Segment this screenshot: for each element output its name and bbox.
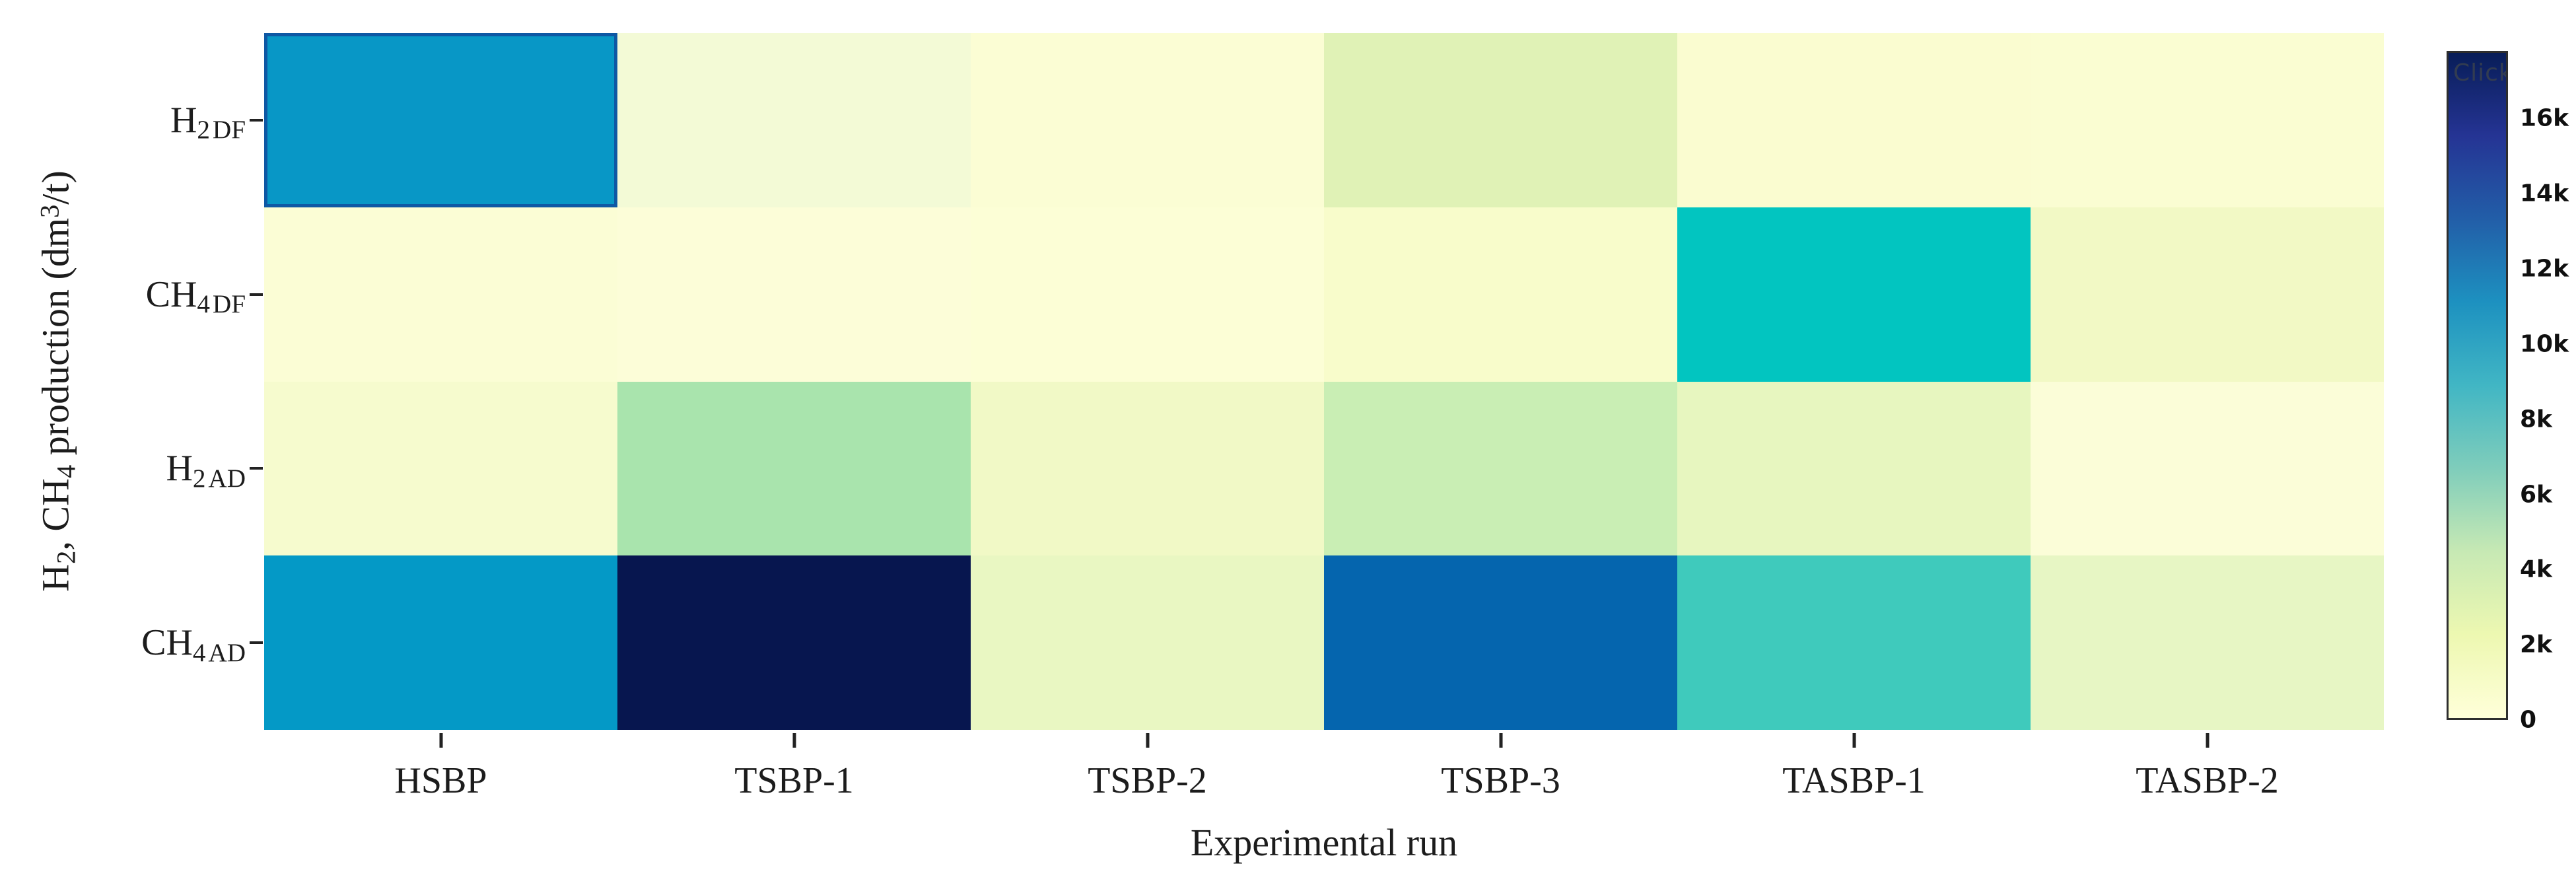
colorbar: Click	[2447, 51, 2508, 720]
colorbar-title-placeholder[interactable]: Click	[2453, 59, 2508, 87]
y-axis-title-part: H	[34, 563, 77, 592]
heatmap-cell-h2-df-tsbp-1[interactable]	[617, 33, 971, 207]
heatmap-cell-h2-df-tsbp-3[interactable]	[1324, 33, 1677, 207]
colorbar-tick-label-10k: 10k	[2520, 330, 2569, 358]
y-axis-title-part: /t)	[34, 170, 77, 205]
heatmap-cell-ch4-ad-tasbp-2[interactable]	[2031, 555, 2384, 730]
x-tick-mark	[792, 733, 796, 748]
x-tick-label-tasbp-2: TASBP-2	[2136, 760, 2279, 801]
y-tick-label-subscript: 2	[197, 116, 210, 145]
colorbar-tick-label-14k: 14k	[2520, 180, 2569, 207]
colorbar-tick-label-0: 0	[2520, 706, 2537, 734]
heatmap-cell-h2-df-tasbp-2[interactable]	[2031, 33, 2384, 207]
heatmap-cell-ch4-ad-hsbp[interactable]	[264, 555, 617, 730]
y-tick-label-h2-df: H2DF	[73, 99, 246, 145]
heatmap-cell-h2-ad-tsbp-2[interactable]	[971, 381, 1324, 556]
heatmap-cell-h2-df-hsbp[interactable]	[264, 33, 617, 207]
y-tick-label-phase-tag: DF	[212, 116, 246, 145]
heatmap-grid	[264, 33, 2384, 730]
heatmap-cell-h2-ad-tasbp-1[interactable]	[1677, 381, 2031, 556]
y-tick-label-subscript: 4	[197, 290, 210, 319]
heatmap-cell-ch4-df-tsbp-3[interactable]	[1324, 207, 1677, 382]
y-axis-title-part: , CH	[34, 478, 77, 551]
colorbar-tick-label-6k: 6k	[2520, 481, 2552, 509]
x-tick-label-tasbp-1: TASBP-1	[1782, 760, 1926, 801]
y-axis-title-subscript: 2	[51, 550, 81, 564]
y-tick-label-subscript: 4	[192, 638, 206, 667]
x-tick-mark	[1852, 733, 1856, 748]
colorbar-gradient	[2449, 53, 2506, 718]
y-tick-label-base: CH	[145, 273, 197, 315]
x-tick-mark	[2206, 733, 2209, 748]
x-tick-label-tsbp-3: TSBP-3	[1441, 760, 1560, 801]
heatmap-cell-h2-ad-hsbp[interactable]	[264, 381, 617, 556]
y-axis-title-part: production (dm	[34, 218, 77, 465]
y-tick-label-base: CH	[141, 622, 193, 664]
y-axis-title: H2, CH4 production (dm3/t)	[34, 170, 81, 592]
y-tick-label-h2-ad: H2AD	[73, 447, 246, 492]
x-tick-mark	[1146, 733, 1149, 748]
heatmap-cell-ch4-df-tsbp-2[interactable]	[971, 207, 1324, 382]
heatmap-cell-h2-df-tasbp-1[interactable]	[1677, 33, 2031, 207]
heatmap-cell-ch4-ad-tsbp-3[interactable]	[1324, 555, 1677, 730]
heatmap-cell-h2-ad-tsbp-1[interactable]	[617, 381, 971, 556]
colorbar-tick-label-12k: 12k	[2520, 255, 2569, 283]
x-tick-label-hsbp: HSBP	[394, 760, 487, 801]
x-tick-label-tsbp-2: TSBP-2	[1088, 760, 1207, 801]
colorbar-tick-label-8k: 8k	[2520, 406, 2552, 433]
y-tick-mark	[250, 641, 263, 645]
y-tick-mark	[250, 118, 263, 122]
y-tick-label-ch4-df: CH4DF	[73, 273, 246, 319]
heatmap-cell-h2-ad-tsbp-3[interactable]	[1324, 381, 1677, 556]
heatmap-cell-ch4-df-tsbp-1[interactable]	[617, 207, 971, 382]
y-tick-label-phase-tag: AD	[208, 638, 246, 667]
y-axis-title-superscript: 3	[34, 204, 65, 219]
heatmap-cell-ch4-ad-tasbp-1[interactable]	[1677, 555, 2031, 730]
y-tick-label-subscript: 2	[192, 464, 206, 493]
x-tick-label-tsbp-1: TSBP-1	[734, 760, 854, 801]
heatmap-cell-ch4-df-hsbp[interactable]	[264, 207, 617, 382]
x-axis-title: Experimental run	[1190, 821, 1458, 864]
heatmap-cell-ch4-ad-tsbp-1[interactable]	[617, 555, 971, 730]
y-tick-mark	[250, 293, 263, 296]
heatmap-cell-h2-df-tsbp-2[interactable]	[971, 33, 1324, 207]
heatmap-cell-ch4-df-tasbp-1[interactable]	[1677, 207, 2031, 382]
x-tick-mark	[439, 733, 442, 748]
colorbar-tick-label-2k: 2k	[2520, 631, 2552, 659]
heatmap-cell-h2-ad-tasbp-2[interactable]	[2031, 381, 2384, 556]
heatmap-cell-ch4-ad-tsbp-2[interactable]	[971, 555, 1324, 730]
y-tick-label-phase-tag: DF	[212, 290, 246, 319]
y-tick-label-base: H	[166, 448, 193, 489]
y-tick-label-ch4-ad: CH4AD	[73, 622, 246, 667]
y-tick-mark	[250, 467, 263, 470]
colorbar-tick-label-16k: 16k	[2520, 104, 2569, 132]
x-tick-mark	[1499, 733, 1502, 748]
y-tick-label-phase-tag: AD	[208, 464, 246, 493]
colorbar-tick-label-4k: 4k	[2520, 555, 2552, 583]
heatmap-cell-ch4-df-tasbp-2[interactable]	[2031, 207, 2384, 382]
y-tick-label-base: H	[170, 99, 197, 141]
